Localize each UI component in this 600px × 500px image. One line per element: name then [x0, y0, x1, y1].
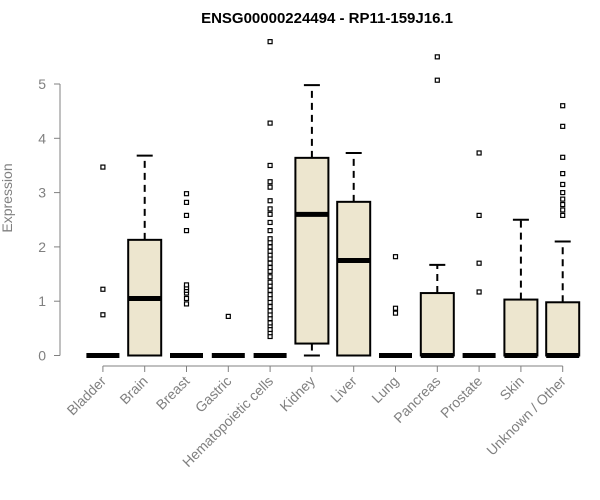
- box-liver: [336, 151, 372, 357]
- box-body: [419, 292, 455, 357]
- y-tick-label: 2: [38, 239, 46, 255]
- box-unknown-other: [545, 103, 581, 358]
- outlier-point: [560, 103, 566, 109]
- box-bladder: [86, 164, 120, 358]
- outlier-point: [392, 305, 399, 311]
- x-tick-label: Lung: [368, 373, 401, 406]
- y-axis-label: Expression: [0, 163, 15, 232]
- x-tick-label: Brain: [116, 373, 150, 407]
- x-tick-label: Kidney: [276, 373, 318, 415]
- x-tick-label: Skin: [496, 373, 527, 404]
- x-tick-label: Bladder: [64, 373, 110, 419]
- box-brain: [127, 154, 163, 357]
- box-body: [545, 301, 581, 357]
- outlier-point: [434, 77, 440, 83]
- outlier-point: [100, 164, 106, 170]
- outlier-point: [100, 312, 106, 318]
- x-tick-label: Unknown / Other: [483, 373, 569, 459]
- box-prostate: [462, 150, 496, 358]
- outlier-point: [183, 301, 190, 307]
- outlier-point: [183, 282, 190, 288]
- outlier-point: [476, 150, 482, 156]
- outlier-point: [267, 279, 273, 285]
- outlier-point: [183, 199, 190, 205]
- outlier-point: [267, 274, 273, 280]
- outlier-point: [183, 228, 190, 234]
- box-lung: [379, 254, 412, 358]
- x-tick-label: Breast: [153, 373, 193, 413]
- box-hematopoietic-cells: [253, 39, 287, 358]
- outlier-point: [267, 244, 273, 250]
- outlier-point: [267, 39, 273, 45]
- outlier-point: [225, 313, 231, 320]
- outlier-point: [476, 212, 482, 219]
- y-tick-label: 3: [38, 185, 46, 201]
- box-kidney: [294, 84, 330, 357]
- outlier-point: [560, 170, 566, 177]
- y-axis: 0 1 2 3 4 5: [38, 76, 61, 364]
- outlier-point: [267, 320, 273, 326]
- outlier-point: [267, 248, 273, 254]
- outlier-point: [183, 191, 190, 197]
- outlier-point: [267, 184, 273, 190]
- outlier-point: [560, 196, 566, 202]
- outlier-point: [267, 308, 273, 314]
- boxes-group: [86, 39, 581, 358]
- outlier-point: [267, 260, 273, 266]
- box-breast: [170, 191, 203, 358]
- outlier-point: [267, 236, 273, 242]
- outlier-point: [560, 201, 566, 208]
- chart-title: ENSG00000224494 - RP11-159J16.1: [201, 10, 453, 27]
- outlier-point: [267, 292, 273, 298]
- outlier-point: [560, 212, 566, 219]
- outlier-point: [560, 154, 566, 160]
- outlier-point: [267, 211, 273, 217]
- outlier-point: [267, 179, 273, 185]
- y-tick-label: 4: [38, 130, 46, 146]
- outlier-point: [560, 190, 566, 196]
- box-body: [294, 156, 330, 345]
- box-pancreas: [419, 54, 455, 358]
- outlier-point: [267, 228, 273, 234]
- outlier-point: [560, 181, 566, 188]
- box-body: [336, 200, 372, 357]
- outlier-point: [476, 289, 482, 295]
- y-tick-label: 5: [38, 76, 46, 92]
- outlier-point: [392, 254, 399, 260]
- outlier-point: [100, 286, 106, 292]
- outlier-point: [267, 304, 273, 310]
- outlier-point: [267, 264, 273, 271]
- box-gastric: [211, 313, 245, 358]
- outlier-point: [392, 310, 399, 316]
- outlier-point: [560, 123, 566, 129]
- x-tick-label: Liver: [327, 373, 360, 406]
- outlier-point: [560, 207, 566, 213]
- box-skin: [503, 218, 539, 358]
- x-tick-label: Prostate: [437, 373, 485, 421]
- outlier-point: [183, 295, 190, 302]
- outlier-point: [267, 198, 273, 204]
- outlier-point: [267, 120, 273, 126]
- box-body: [503, 298, 539, 357]
- outlier-point: [476, 260, 482, 266]
- outlier-point: [267, 162, 273, 169]
- outlier-point: [434, 54, 440, 60]
- y-tick-label: 1: [38, 293, 46, 309]
- outlier-point: [267, 287, 273, 293]
- outlier-point: [267, 206, 273, 212]
- outlier-point: [183, 212, 190, 219]
- outlier-point: [267, 219, 273, 226]
- y-tick-label: 0: [38, 348, 46, 364]
